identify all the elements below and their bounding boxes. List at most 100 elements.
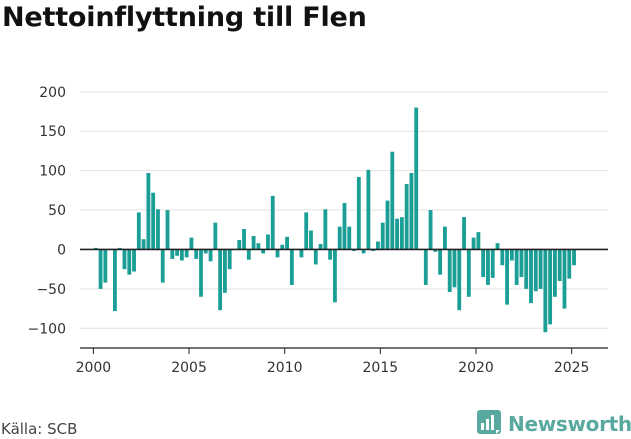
bar: [184, 249, 189, 258]
source-note: Källa: SCB: [1, 420, 78, 438]
bar: [452, 249, 457, 288]
bar: [175, 249, 179, 256]
bar: [481, 249, 486, 278]
bar: [500, 249, 505, 266]
bar: [404, 184, 409, 250]
y-tick-label: 50: [48, 203, 66, 219]
bar: [337, 226, 342, 250]
bar: [524, 249, 529, 289]
bar: [466, 249, 471, 297]
bar: [399, 217, 404, 250]
bar: [447, 249, 452, 293]
bar: [533, 249, 538, 292]
brand[interactable]: Newsworthy: [476, 409, 631, 439]
bar: [423, 249, 428, 285]
bar: [562, 249, 567, 309]
bar: [237, 240, 242, 250]
bar: [98, 249, 103, 289]
bar: [567, 249, 572, 279]
bar: [208, 249, 213, 262]
y-tick-label: −100: [28, 321, 66, 337]
bar: [270, 195, 275, 250]
bar: [199, 249, 203, 297]
bar: [538, 249, 543, 289]
bar: [572, 249, 576, 266]
bar: [227, 249, 232, 270]
x-tick-label: 2025: [554, 360, 590, 376]
x-tick-label: 2000: [76, 360, 112, 376]
bar: [361, 249, 366, 254]
bar: [476, 232, 481, 250]
bar: [289, 249, 294, 285]
bar: [132, 249, 136, 272]
bar: [251, 236, 256, 250]
bar: [505, 249, 509, 305]
bar: [261, 249, 266, 254]
bar: [529, 249, 533, 304]
bar: [509, 249, 514, 261]
bar: [122, 249, 127, 270]
bar: [333, 249, 337, 303]
bar: [136, 212, 141, 250]
bar: [548, 249, 553, 325]
bar: [409, 173, 414, 250]
y-tick-label: 0: [57, 242, 66, 258]
bar: [103, 249, 108, 283]
bar: [151, 192, 156, 250]
bar: [309, 230, 313, 250]
bar: [328, 249, 333, 260]
bars: [93, 107, 576, 333]
bar: [457, 249, 462, 311]
bar: [428, 210, 433, 250]
bar: [438, 249, 443, 275]
bar: [380, 222, 385, 250]
y-axis-ticks: 200 150 100 50 0 −50 −100: [28, 85, 66, 337]
bar: [141, 239, 146, 250]
bar: [395, 218, 399, 250]
bar: [146, 173, 151, 250]
bar: [223, 249, 227, 293]
bar: [366, 169, 371, 250]
bar: [160, 249, 165, 283]
bar: [356, 176, 361, 250]
bar: [462, 217, 466, 250]
bar: [347, 226, 352, 250]
bar: [285, 236, 289, 250]
x-tick-label: 2020: [458, 360, 494, 376]
chart-title: Nettoinflyttning till Flen: [2, 2, 367, 33]
bar: [256, 243, 261, 250]
bar: [414, 107, 419, 250]
y-tick-label: 200: [39, 85, 66, 101]
x-tick-label: 2015: [363, 360, 399, 376]
bar: [323, 209, 328, 250]
bar: [342, 202, 347, 250]
bar: [127, 249, 132, 275]
brand-name: Newsworthy: [508, 412, 631, 436]
bar: [486, 249, 490, 285]
chart-logo-icon: [476, 409, 502, 439]
bar: [275, 249, 280, 258]
bar: [242, 228, 246, 250]
bar: [433, 249, 438, 252]
bar: [170, 249, 175, 259]
bar: [443, 226, 447, 250]
bar: [543, 249, 548, 333]
y-tick-label: 150: [39, 124, 66, 140]
bar: [519, 249, 524, 278]
x-axis-ticks: 2000 2005 2010 2015 2020 2025: [76, 348, 590, 376]
bar: [113, 249, 117, 311]
bar: [203, 249, 208, 254]
bar: [165, 210, 170, 250]
bar: [299, 249, 304, 258]
bar: [385, 200, 390, 250]
bar: [280, 244, 285, 250]
y-tick-label: 100: [39, 164, 66, 180]
bar: [553, 249, 557, 297]
bar: [194, 249, 199, 259]
bar: [156, 209, 160, 250]
bar: [490, 249, 495, 278]
bar: [318, 243, 323, 250]
bar: [376, 241, 380, 250]
bar: [189, 237, 194, 250]
